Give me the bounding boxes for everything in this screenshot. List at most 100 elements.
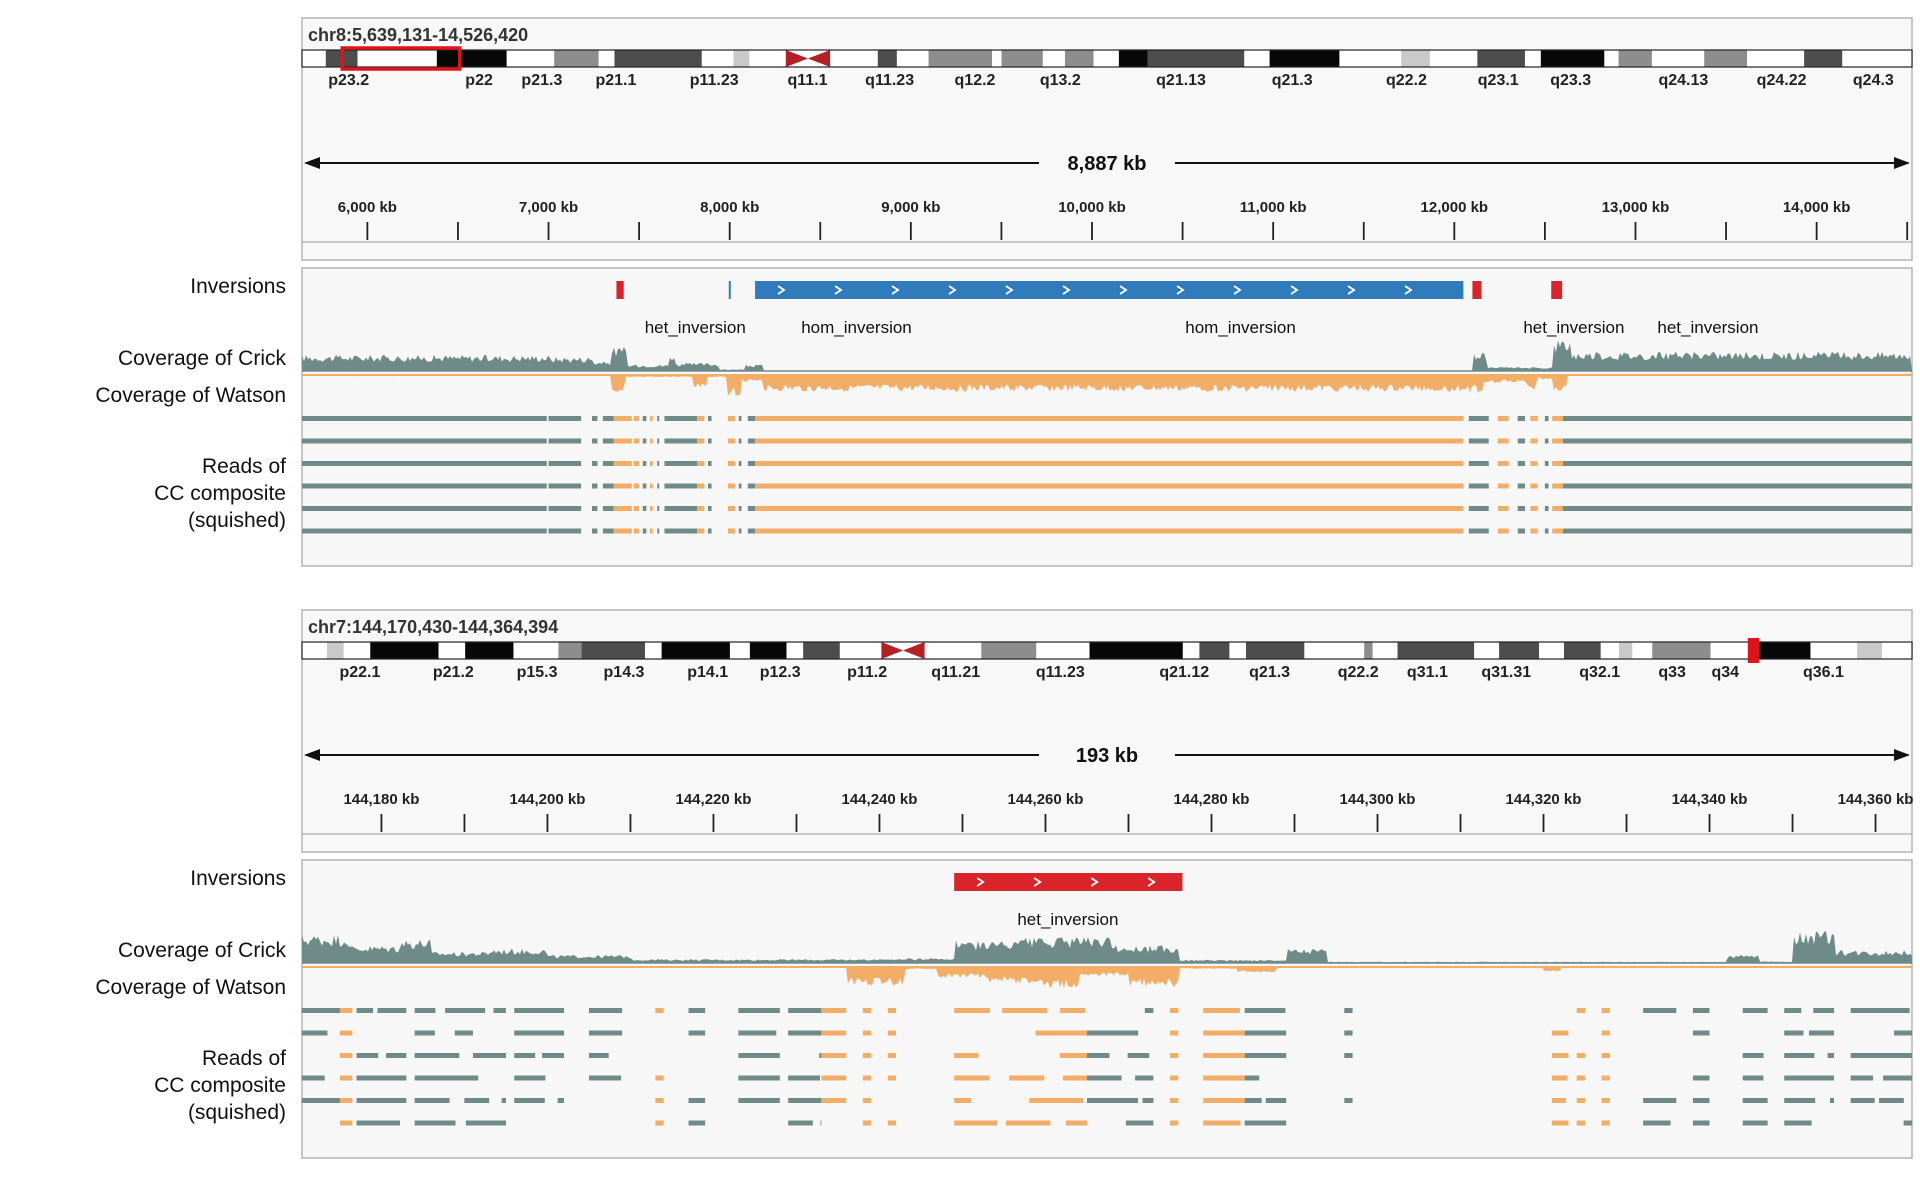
read-block: [356, 1120, 401, 1126]
read-block: [697, 416, 705, 421]
inversion-genotype-label[interactable]: het_inversion: [645, 318, 746, 337]
inversion-bar[interactable]: [755, 281, 1464, 299]
locus-label[interactable]: chr8:5,639,131-14,526,420: [308, 25, 528, 45]
read-block: [655, 1075, 664, 1081]
read-block: [1127, 1053, 1150, 1058]
read-block: [1850, 1053, 1913, 1058]
cytoband-label: q21.3: [1272, 72, 1313, 89]
inversion-genotype-label[interactable]: het_inversion: [1523, 318, 1624, 337]
read-block: [1497, 506, 1509, 511]
read-block: [738, 506, 742, 511]
ruler-tick-label: 144,220 kb: [676, 791, 752, 808]
inversion-feature[interactable]: [728, 281, 731, 299]
chromosome-ideogram[interactable]: [301, 638, 1913, 663]
inversion-bar[interactable]: [954, 873, 1183, 891]
read-block: [738, 416, 742, 421]
inversion-genotype-label[interactable]: hom_inversion: [801, 318, 912, 337]
read-block: [1784, 1053, 1815, 1058]
strand-chevron-icon: [1119, 285, 1128, 295]
cytoband: [1604, 50, 1619, 67]
read-block: [1059, 1053, 1087, 1058]
read-block: [707, 528, 712, 534]
inversion-genotype-label[interactable]: hom_inversion: [1185, 318, 1296, 337]
read-block: [588, 1008, 623, 1013]
read-block: [1203, 1030, 1245, 1036]
read-block: [602, 416, 614, 421]
read-block: [301, 416, 547, 421]
read-block: [1497, 438, 1509, 444]
inversion-bar[interactable]: [1551, 281, 1563, 299]
current-region-box: [340, 46, 462, 71]
read-block: [1169, 1008, 1179, 1013]
track-label-crick: Coverage of Crick: [118, 347, 287, 370]
inversion-bar[interactable]: [1472, 281, 1482, 299]
inversion-genotype-label[interactable]: het_inversion: [1017, 910, 1118, 929]
read-block: [1563, 416, 1912, 421]
track-label-inversions: Inversions: [190, 867, 286, 890]
cytoband-label: p21.3: [521, 72, 562, 89]
panel-1: chr8:5,639,131-14,526,420 p23.2 p22 p21.3 p2…: [95, 17, 1913, 567]
inversion-feature[interactable]: [755, 281, 1464, 299]
chromosome-ideogram[interactable]: [301, 46, 1913, 71]
cytoband: [1401, 50, 1431, 67]
read-block: [548, 438, 582, 444]
centromere-q-arm: [808, 50, 831, 67]
read-block: [707, 438, 712, 444]
cytoband: [1632, 642, 1653, 659]
read-block: [1576, 1120, 1586, 1126]
read-block: [602, 506, 614, 511]
inversion-genotype-label[interactable]: het_inversion: [1657, 318, 1758, 337]
read-block: [301, 483, 547, 489]
read-block: [1344, 1098, 1353, 1103]
read-block: [738, 1030, 777, 1036]
read-block: [697, 528, 705, 534]
ruler-tick-label: 144,200 kb: [509, 791, 585, 808]
read-block: [548, 506, 582, 511]
inversion-bar[interactable]: [616, 281, 624, 299]
inversion-feature[interactable]: [954, 873, 1183, 891]
read-block: [1203, 1098, 1245, 1103]
track-label-crick: Coverage of Crick: [118, 939, 287, 962]
read-block: [887, 1053, 897, 1058]
read-block: [1086, 1030, 1139, 1036]
read-block: [727, 506, 736, 511]
inversion-feature[interactable]: [1551, 281, 1563, 299]
panel-2: chr7:144,170,430-144,364,394 p22.1 p21.2 p1…: [95, 609, 1913, 1159]
cytoband: [1246, 642, 1305, 659]
locus-label[interactable]: chr7:144,170,430-144,364,394: [308, 617, 558, 637]
read-block: [1692, 1075, 1710, 1081]
read-block: [1344, 1053, 1353, 1058]
strand-chevron-icon: [1233, 285, 1242, 295]
read-block: [514, 1030, 565, 1036]
read-block: [1169, 1030, 1179, 1036]
inversion-feature[interactable]: [1472, 281, 1482, 299]
inversion-bar[interactable]: [728, 281, 731, 299]
inversion-feature[interactable]: [616, 281, 624, 299]
read-block: [1742, 1098, 1768, 1103]
read-block: [514, 1075, 546, 1081]
strand-chevron-icon: [1090, 877, 1099, 887]
read-block: [602, 528, 614, 534]
read-block: [588, 1075, 622, 1081]
read-block: [1784, 1030, 1804, 1036]
read-block: [356, 1053, 379, 1058]
read-block: [1784, 1008, 1802, 1013]
read-block: [1601, 1030, 1610, 1036]
read-block: [1601, 1098, 1610, 1103]
read-block: [664, 416, 698, 421]
read-block: [727, 438, 736, 444]
read-block: [1029, 1098, 1084, 1103]
read-block: [1552, 528, 1564, 534]
read-block: [664, 438, 698, 444]
read-block: [755, 438, 1464, 444]
read-block: [1530, 528, 1538, 534]
read-block: [465, 1120, 506, 1126]
read-block: [664, 461, 698, 466]
read-block: [1742, 1008, 1768, 1013]
read-block: [747, 438, 756, 444]
cytoband: [839, 642, 882, 659]
cytoband: [459, 50, 507, 67]
read-block: [862, 1053, 872, 1058]
read-block: [356, 1008, 374, 1013]
ruler-tick-label: 144,280 kb: [1174, 791, 1250, 808]
